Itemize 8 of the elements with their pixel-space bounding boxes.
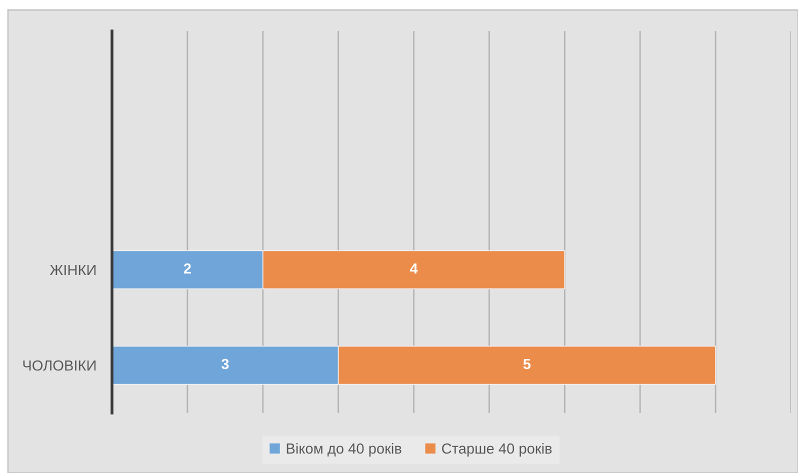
data-label: 5 [523,358,531,370]
y-tick-label: ЖІНКИ [50,265,96,276]
y-tick-label: ЧОЛОВІКИ [23,360,96,371]
data-label: 3 [221,358,229,370]
legend-label: Віком до 40 років [286,443,402,457]
data-label: 2 [184,263,191,274]
data-label: 4 [410,263,418,274]
legend-label: Старше 40 років [442,443,552,457]
